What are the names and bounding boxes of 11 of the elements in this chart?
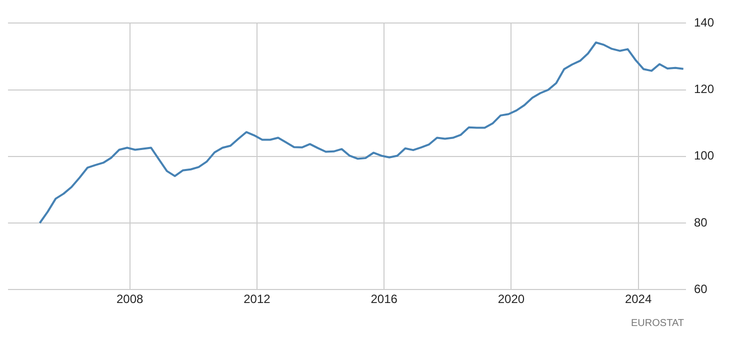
x-tick-label: 2016 [370, 292, 398, 306]
x-tick-label: 2024 [624, 292, 652, 306]
y-tick-label: 120 [694, 82, 714, 96]
x-tick-label: 2020 [498, 292, 525, 306]
y-tick-label: 100 [694, 148, 714, 163]
y-tick-label: 140 [694, 16, 714, 30]
x-tick-label: 2012 [244, 292, 271, 306]
y-tick-label: 80 [694, 215, 708, 230]
y-tick-label: 60 [694, 282, 708, 296]
text: EUROSTAT [631, 318, 684, 329]
x-tick-label: 2008 [116, 292, 144, 306]
